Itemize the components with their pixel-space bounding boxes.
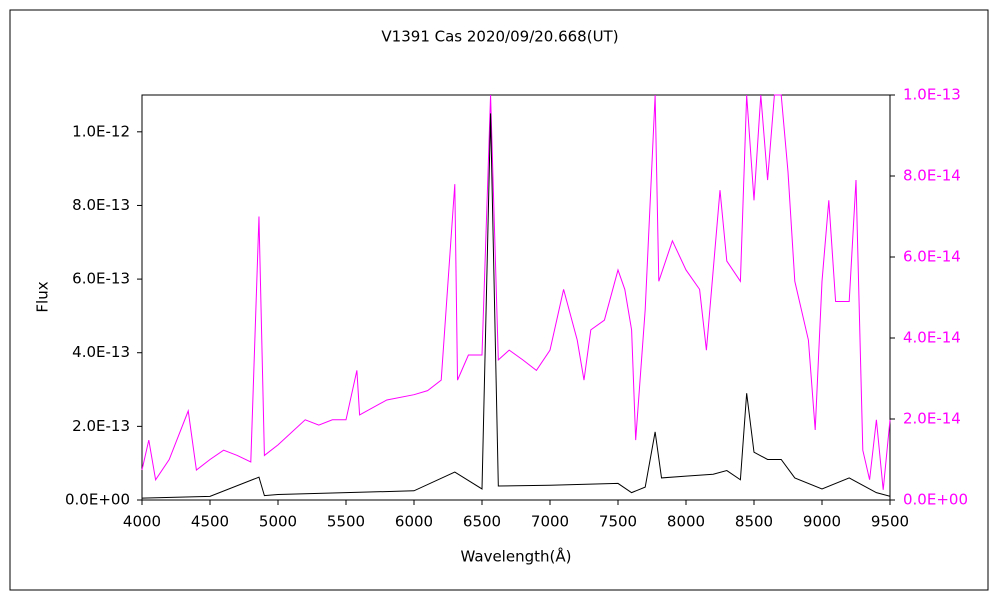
plot-area (141, 94, 891, 501)
x-tick-label: 7500 (599, 513, 637, 531)
x-tick-label: 4000 (123, 513, 161, 531)
y2-tick-label: 4.0E-14 (903, 329, 961, 347)
x-tick-label: 9000 (803, 513, 841, 531)
y-tick-label: 2.0E-13 (72, 417, 130, 435)
y2-tick-label: 2.0E-14 (903, 410, 961, 428)
frame (9, 9, 989, 591)
x-tick-label: 5000 (259, 513, 297, 531)
spectrum-line (141, 94, 891, 490)
x-axis-label: Wavelength(Å) (461, 547, 572, 566)
x-tick-label: 6000 (395, 513, 433, 531)
y-tick-label: 6.0E-13 (72, 270, 130, 288)
spectrum-line (141, 113, 891, 499)
y2-tick-label: 6.0E-14 (903, 248, 961, 266)
y-tick-label: 8.0E-13 (72, 196, 130, 214)
x-tick-label: 8000 (667, 513, 705, 531)
x-tick-label: 5500 (327, 513, 365, 531)
y2-tick-label: 1.0E-13 (903, 86, 961, 104)
x-tick-label: 9500 (871, 513, 909, 531)
x-tick-label: 8500 (735, 513, 773, 531)
y2-tick-label: 8.0E-14 (903, 167, 961, 185)
y-tick-label: 4.0E-13 (72, 343, 130, 361)
x-tick-label: 4500 (191, 513, 229, 531)
x-tick-label: 7000 (531, 513, 569, 531)
y-axis-label: Flux (34, 281, 52, 312)
y-tick-label: 1.0E-12 (72, 122, 130, 140)
y2-tick-label: 0.0E+00 (903, 491, 968, 509)
y-tick-label: 0.0E+00 (65, 491, 130, 509)
x-tick-label: 6500 (463, 513, 501, 531)
chart-title: V1391 Cas 2020/09/20.668(UT) (381, 28, 618, 46)
